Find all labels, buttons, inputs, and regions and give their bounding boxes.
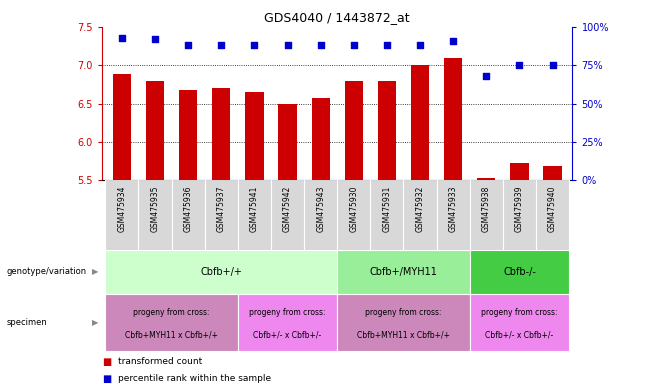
Text: GSM475933: GSM475933	[449, 185, 458, 232]
Text: ■: ■	[102, 374, 111, 384]
Point	[116, 35, 127, 41]
Point	[547, 62, 558, 68]
Text: ▶: ▶	[92, 267, 99, 276]
Bar	[105, 180, 138, 250]
Bar	[304, 180, 338, 250]
Text: GSM475941: GSM475941	[250, 185, 259, 232]
Bar	[179, 90, 197, 180]
Bar	[311, 98, 330, 180]
Text: progeny from cross:: progeny from cross:	[134, 308, 210, 317]
Text: GSM475936: GSM475936	[184, 185, 193, 232]
Text: progeny from cross:: progeny from cross:	[365, 308, 442, 317]
Text: Cbfb+/MYH11: Cbfb+/MYH11	[370, 266, 438, 277]
Bar	[205, 180, 238, 250]
Bar	[544, 166, 562, 180]
Point	[448, 38, 459, 44]
Bar	[113, 74, 131, 180]
Point	[382, 42, 392, 48]
Bar	[138, 180, 172, 250]
Point	[349, 42, 359, 48]
Bar	[470, 294, 569, 351]
Text: GSM475937: GSM475937	[216, 185, 226, 232]
Bar	[338, 294, 470, 351]
Point	[249, 42, 260, 48]
Bar	[470, 250, 569, 294]
Text: progeny from cross:: progeny from cross:	[249, 308, 326, 317]
Point	[514, 62, 524, 68]
Bar	[238, 294, 338, 351]
Title: GDS4040 / 1443872_at: GDS4040 / 1443872_at	[265, 11, 410, 24]
Bar	[477, 178, 495, 180]
Bar	[338, 250, 470, 294]
Bar	[146, 81, 164, 180]
Bar	[212, 88, 230, 180]
Text: genotype/variation: genotype/variation	[7, 267, 87, 276]
Bar	[245, 92, 263, 180]
Text: Cbfb+/+: Cbfb+/+	[200, 266, 242, 277]
Point	[216, 42, 226, 48]
Text: GSM475940: GSM475940	[548, 185, 557, 232]
Bar	[503, 180, 536, 250]
Text: progeny from cross:: progeny from cross:	[481, 308, 558, 317]
Bar	[105, 250, 338, 294]
Bar	[378, 81, 396, 180]
Bar	[536, 180, 569, 250]
Text: GSM475942: GSM475942	[283, 185, 292, 232]
Bar	[238, 180, 271, 250]
Text: ■: ■	[102, 357, 111, 367]
Bar	[403, 180, 437, 250]
Bar	[271, 180, 304, 250]
Text: Cbfb+MYH11 x Cbfb+/+: Cbfb+MYH11 x Cbfb+/+	[125, 331, 218, 340]
Bar	[444, 58, 463, 180]
Point	[183, 42, 193, 48]
Bar	[511, 163, 528, 180]
Bar	[278, 104, 297, 180]
Bar	[470, 180, 503, 250]
Bar	[338, 180, 370, 250]
Text: ▶: ▶	[92, 318, 99, 327]
Text: GSM475931: GSM475931	[382, 185, 392, 232]
Text: Cbfb+/- x Cbfb+/-: Cbfb+/- x Cbfb+/-	[486, 331, 553, 340]
Point	[481, 73, 492, 79]
Text: GSM475943: GSM475943	[316, 185, 325, 232]
Point	[315, 42, 326, 48]
Bar	[172, 180, 205, 250]
Text: Cbfb+MYH11 x Cbfb+/+: Cbfb+MYH11 x Cbfb+/+	[357, 331, 450, 340]
Bar	[411, 65, 429, 180]
Text: GSM475930: GSM475930	[349, 185, 359, 232]
Bar	[345, 81, 363, 180]
Point	[282, 42, 293, 48]
Point	[415, 42, 425, 48]
Text: Cbfb+/- x Cbfb+/-: Cbfb+/- x Cbfb+/-	[253, 331, 322, 340]
Text: specimen: specimen	[7, 318, 47, 327]
Bar	[105, 294, 238, 351]
Text: GSM475938: GSM475938	[482, 185, 491, 232]
Text: percentile rank within the sample: percentile rank within the sample	[118, 374, 272, 383]
Text: Cbfb-/-: Cbfb-/-	[503, 266, 536, 277]
Text: GSM475935: GSM475935	[151, 185, 159, 232]
Text: GSM475934: GSM475934	[117, 185, 126, 232]
Bar	[370, 180, 403, 250]
Text: GSM475939: GSM475939	[515, 185, 524, 232]
Point	[150, 36, 161, 42]
Text: transformed count: transformed count	[118, 357, 203, 366]
Bar	[437, 180, 470, 250]
Text: GSM475932: GSM475932	[416, 185, 424, 232]
